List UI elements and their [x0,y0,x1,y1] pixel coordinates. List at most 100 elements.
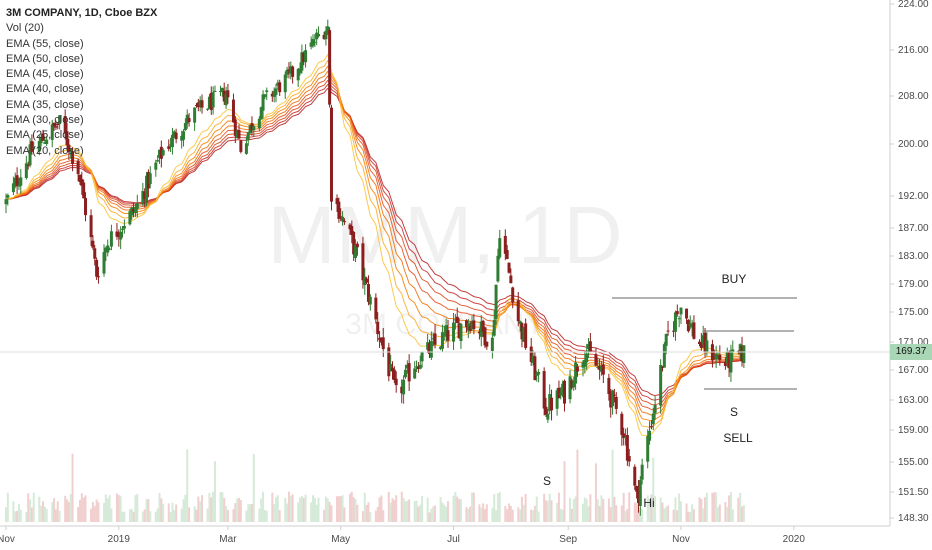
volume-bar [5,507,7,522]
volume-bar [654,495,657,522]
volume-bar [509,505,512,522]
candle [156,155,160,163]
volume-bar [467,508,470,522]
candle [574,356,578,390]
legend-volume[interactable]: Vol (20) [6,22,44,35]
volume-bar [705,492,708,522]
legend-ema-20[interactable]: EMA (20, close) [6,144,84,157]
volume-bar [180,508,183,522]
volume-bar [718,504,721,522]
volume-bar [40,505,43,522]
volume-bar [197,496,200,522]
candle [133,203,137,217]
candle [533,351,537,381]
candle [729,344,733,382]
volume-bar [439,496,442,522]
candle [407,354,411,391]
candle [128,208,132,226]
candle [537,369,541,383]
candle [524,318,528,350]
volume-bar [380,495,383,522]
volume-bar [581,503,584,522]
candle [444,318,448,342]
volume-bar [117,495,120,522]
volume-bar [672,509,675,522]
y-tick-label: 187.00 [898,223,929,234]
candle [562,379,566,412]
x-tick-label: Sep [559,534,577,545]
volume-bar [145,499,148,522]
volume-bar [210,497,213,522]
candle [300,44,304,74]
candle [505,244,509,260]
candle [104,246,108,261]
candle [477,328,481,340]
candle [588,332,592,353]
candle [261,90,265,119]
x-tick-label: 2019 [108,534,131,545]
volume-bar [731,509,734,522]
volume-bar [121,511,124,522]
volume-bar [739,492,742,522]
volume-bar [212,491,215,522]
volume-bar [430,508,433,522]
candle [355,241,359,256]
volume-bar [737,497,740,522]
candle [329,104,333,211]
annotation-label[interactable]: S [730,405,738,419]
volume-bar [569,497,572,522]
candle [570,378,574,390]
volume-bar [648,498,651,522]
annotation-label[interactable]: S [543,474,551,488]
volume-bar [265,510,268,522]
annotation-label[interactable]: SELL [723,431,753,445]
candle [246,131,250,146]
legend-ema-35[interactable]: EMA (35, close) [6,98,84,111]
volume-bar [369,512,372,522]
candle [63,109,67,140]
candle [627,448,631,467]
volume-bar [221,492,224,522]
volume-bar [110,508,113,522]
candle [154,159,158,177]
candle [354,239,358,263]
legend-ema-30[interactable]: EMA (30, close) [6,114,84,127]
candle [403,364,407,379]
volume-bar [620,505,623,522]
volume-bar [348,493,351,522]
volume-bar [676,510,679,522]
volume-bar [156,508,159,522]
legend-title[interactable]: 3M COMPANY, 1D, Cboe BZX [6,7,158,19]
candle [352,230,356,261]
volume-bar [615,505,618,522]
annotation-label[interactable]: Hi [643,496,654,510]
candle [546,408,550,423]
legend-ema-55[interactable]: EMA (55, close) [6,37,84,50]
candle [416,361,420,373]
legend-ema-45[interactable]: EMA (45, close) [6,68,84,81]
volume-bar [104,494,107,522]
candle [522,326,526,343]
volume-bar [141,511,144,522]
candle [507,262,511,274]
candle [596,357,600,370]
candle [193,107,197,131]
volume-bar [247,504,250,522]
annotation-label[interactable]: BUY [722,272,747,286]
candle [182,129,186,147]
candle [121,226,125,238]
volume-bar [421,495,424,522]
volume-bar [158,492,161,522]
volume-bar [95,499,98,522]
legend-ema-50[interactable]: EMA (50, close) [6,52,84,65]
legend-ema-25[interactable]: EMA (25, close) [6,129,84,142]
volume-bar [326,498,329,522]
volume-bar [456,496,459,522]
candle [479,315,483,347]
volume-bar [199,501,202,522]
candle [429,331,433,360]
legend-ema-40[interactable]: EMA (40, close) [6,83,84,96]
candle [620,411,624,446]
candle [433,324,437,349]
